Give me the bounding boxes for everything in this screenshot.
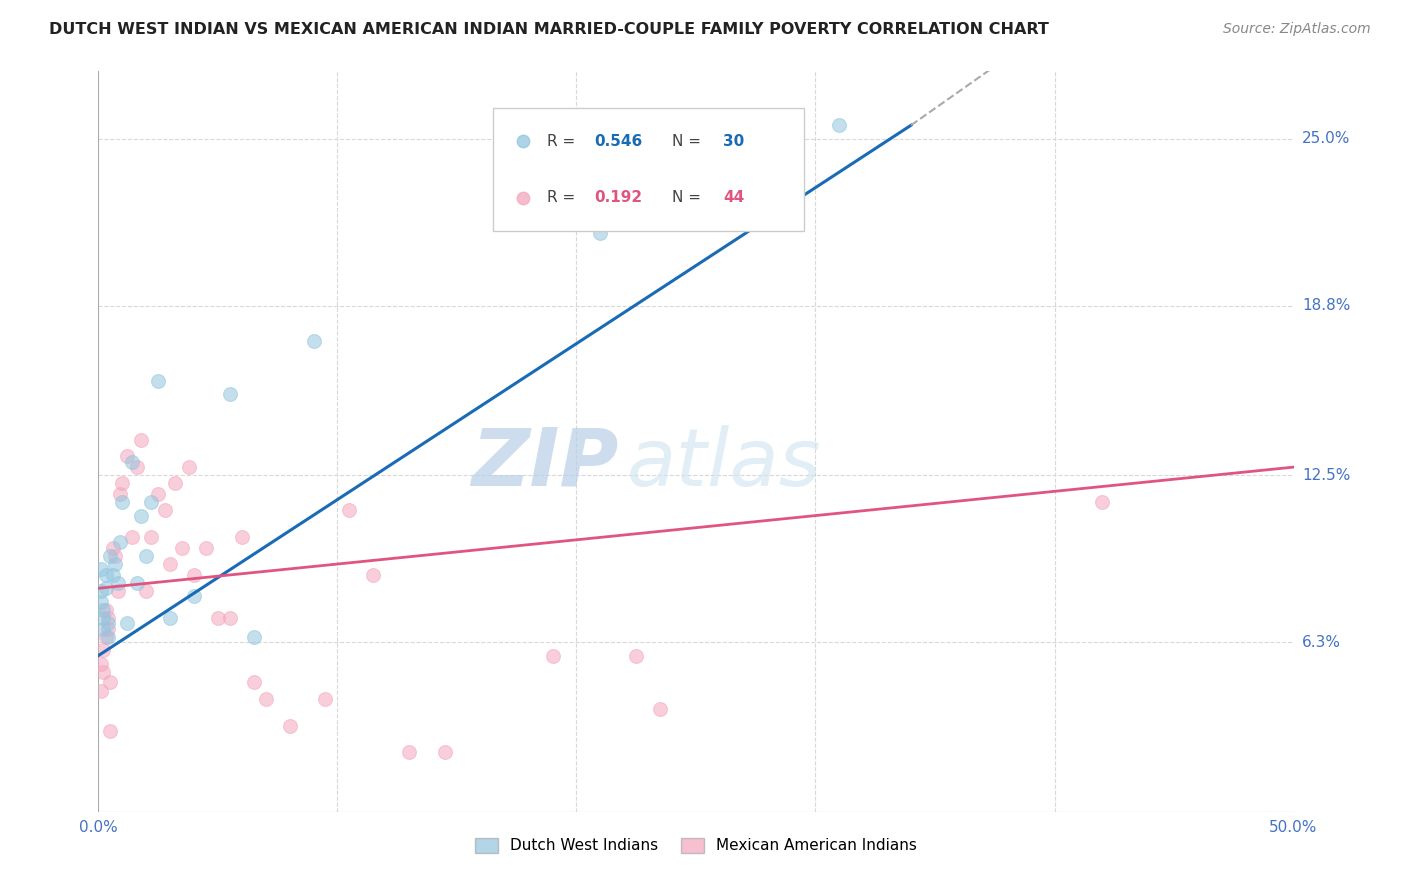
Point bbox=[183, 567, 205, 582]
FancyBboxPatch shape bbox=[494, 108, 804, 230]
Point bbox=[97, 630, 120, 644]
Text: 12.5%: 12.5% bbox=[1302, 467, 1350, 483]
Point bbox=[363, 567, 385, 582]
Point bbox=[172, 541, 194, 555]
Point bbox=[135, 584, 157, 599]
Point bbox=[278, 718, 301, 732]
Point bbox=[94, 581, 117, 595]
Point bbox=[107, 584, 129, 599]
Text: 0.192: 0.192 bbox=[595, 190, 643, 205]
Point bbox=[90, 683, 112, 698]
Point bbox=[135, 549, 157, 563]
Legend: Dutch West Indians, Mexican American Indians: Dutch West Indians, Mexican American Ind… bbox=[468, 831, 924, 860]
Point bbox=[125, 460, 148, 475]
Point bbox=[115, 616, 138, 631]
Point bbox=[125, 575, 148, 590]
Text: 44: 44 bbox=[724, 190, 745, 205]
Point bbox=[231, 530, 253, 544]
Point bbox=[107, 575, 129, 590]
Point bbox=[91, 622, 114, 636]
Point bbox=[94, 567, 117, 582]
Point bbox=[94, 630, 117, 644]
Point bbox=[648, 702, 672, 716]
Text: 18.8%: 18.8% bbox=[1302, 298, 1350, 313]
Point bbox=[91, 611, 114, 625]
Point bbox=[98, 549, 122, 563]
Text: N =: N = bbox=[672, 134, 706, 149]
Point bbox=[302, 334, 325, 348]
Point bbox=[339, 503, 361, 517]
Text: 0.546: 0.546 bbox=[595, 134, 643, 149]
Text: 30: 30 bbox=[724, 134, 745, 149]
Point bbox=[91, 665, 114, 679]
Point bbox=[148, 374, 170, 388]
Text: R =: R = bbox=[547, 190, 579, 205]
Point bbox=[179, 460, 201, 475]
Point bbox=[98, 723, 122, 738]
Point bbox=[219, 611, 242, 625]
Point bbox=[97, 611, 120, 625]
Text: ZIP: ZIP bbox=[471, 425, 619, 503]
Point bbox=[91, 643, 114, 657]
Point bbox=[626, 648, 648, 663]
Point bbox=[1091, 495, 1114, 509]
Point bbox=[159, 611, 181, 625]
Point bbox=[155, 503, 177, 517]
Point bbox=[398, 746, 420, 760]
Point bbox=[90, 584, 112, 599]
Point bbox=[111, 476, 134, 491]
Point bbox=[90, 595, 112, 609]
Text: N =: N = bbox=[672, 190, 706, 205]
Point bbox=[91, 603, 114, 617]
Point bbox=[183, 590, 205, 604]
Point bbox=[541, 648, 564, 663]
Point bbox=[159, 557, 181, 571]
Point bbox=[434, 746, 457, 760]
Point bbox=[828, 118, 851, 132]
Point bbox=[207, 611, 229, 625]
Point bbox=[254, 691, 277, 706]
Point bbox=[104, 549, 127, 563]
Point bbox=[101, 567, 124, 582]
Point bbox=[97, 616, 120, 631]
Point bbox=[97, 622, 120, 636]
Point bbox=[243, 630, 266, 644]
Point bbox=[111, 495, 134, 509]
Point bbox=[98, 675, 122, 690]
Point bbox=[104, 557, 127, 571]
Text: 6.3%: 6.3% bbox=[1302, 634, 1341, 649]
Point bbox=[108, 535, 131, 549]
Point bbox=[139, 495, 162, 509]
Text: atlas: atlas bbox=[627, 425, 821, 503]
Point bbox=[108, 487, 131, 501]
Point bbox=[131, 508, 153, 523]
Point bbox=[90, 562, 112, 576]
Point bbox=[148, 487, 170, 501]
Point bbox=[94, 603, 117, 617]
Point bbox=[121, 455, 143, 469]
Point bbox=[90, 657, 112, 671]
Point bbox=[131, 433, 153, 447]
Text: R =: R = bbox=[547, 134, 579, 149]
Point bbox=[243, 675, 266, 690]
Point bbox=[195, 541, 218, 555]
Text: Source: ZipAtlas.com: Source: ZipAtlas.com bbox=[1223, 22, 1371, 37]
Point bbox=[219, 387, 242, 401]
Point bbox=[139, 530, 162, 544]
Text: DUTCH WEST INDIAN VS MEXICAN AMERICAN INDIAN MARRIED-COUPLE FAMILY POVERTY CORRE: DUTCH WEST INDIAN VS MEXICAN AMERICAN IN… bbox=[49, 22, 1049, 37]
Text: 25.0%: 25.0% bbox=[1302, 131, 1350, 146]
Point bbox=[115, 450, 138, 464]
Point bbox=[315, 691, 337, 706]
Point bbox=[163, 476, 186, 491]
Point bbox=[589, 226, 612, 240]
Point bbox=[101, 541, 124, 555]
Point bbox=[121, 530, 143, 544]
